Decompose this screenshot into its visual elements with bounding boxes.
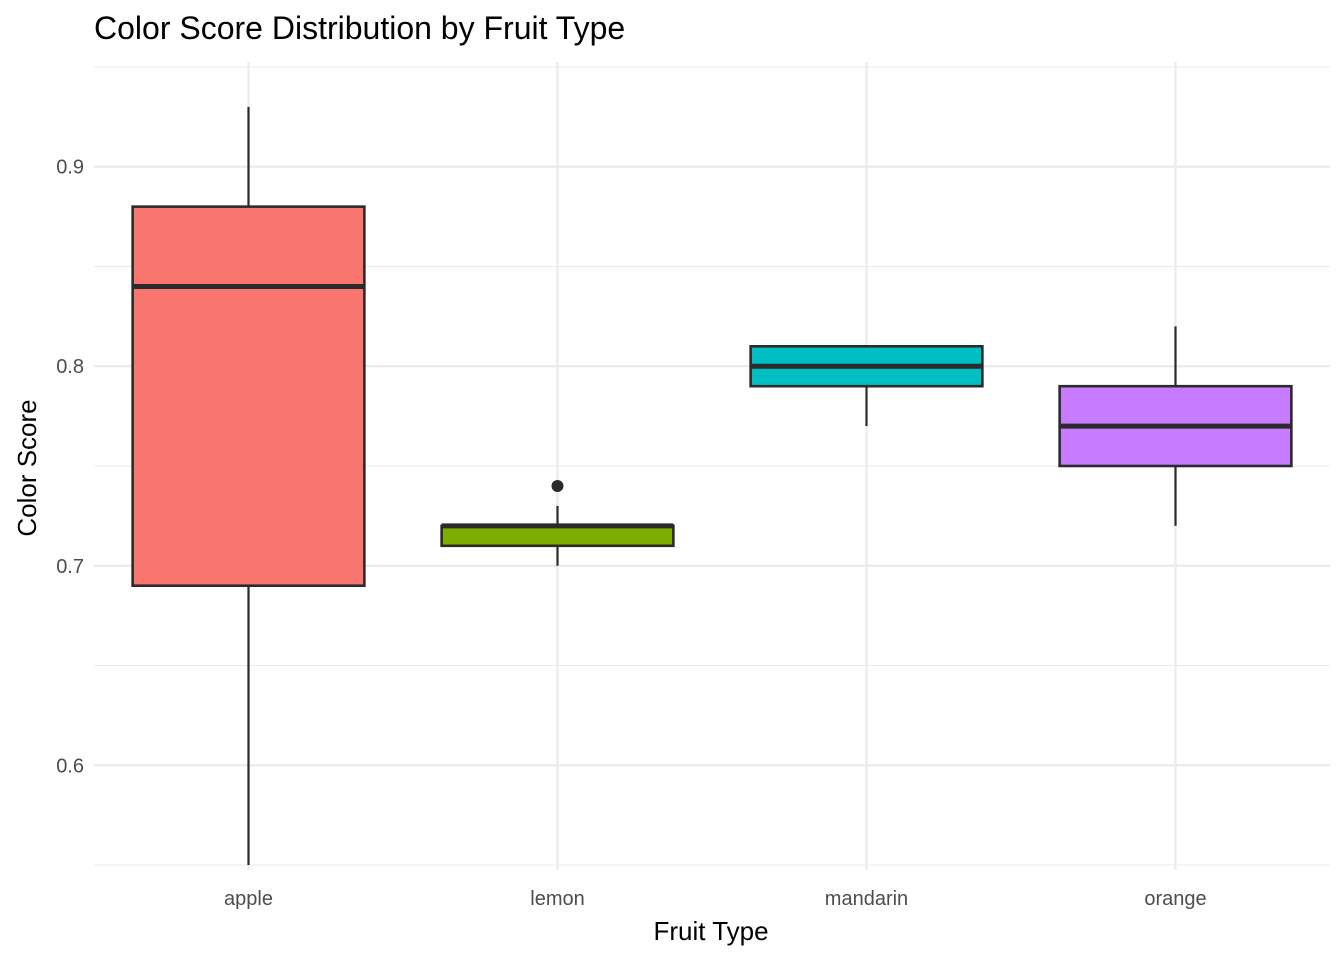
box-apple <box>131 106 366 866</box>
x-tick-label: mandarin <box>825 888 908 910</box>
tick-layer: 0.6 0.7 0.8 0.9 apple lemon mandarin orange <box>56 157 1206 910</box>
box-layer <box>131 106 1293 866</box>
box-lemon <box>440 479 675 566</box>
y-axis-title: Color Score <box>12 399 42 536</box>
outlier-point <box>551 479 564 492</box>
x-tick-label: orange <box>1144 888 1206 910</box>
y-tick-label: 0.8 <box>56 356 84 378</box>
y-tick-label: 0.6 <box>56 755 84 777</box>
x-axis-title: Fruit Type <box>653 916 768 946</box>
iqr-box <box>131 205 366 588</box>
x-tick-label: lemon <box>530 888 584 910</box>
box-orange <box>1058 326 1293 526</box>
iqr-box <box>440 524 675 548</box>
y-tick-label: 0.9 <box>56 157 84 179</box>
chart-title: Color Score Distribution by Fruit Type <box>94 10 625 46</box>
x-tick-label: apple <box>224 888 273 910</box>
y-tick-label: 0.7 <box>56 556 84 578</box>
box-mandarin <box>749 344 984 427</box>
